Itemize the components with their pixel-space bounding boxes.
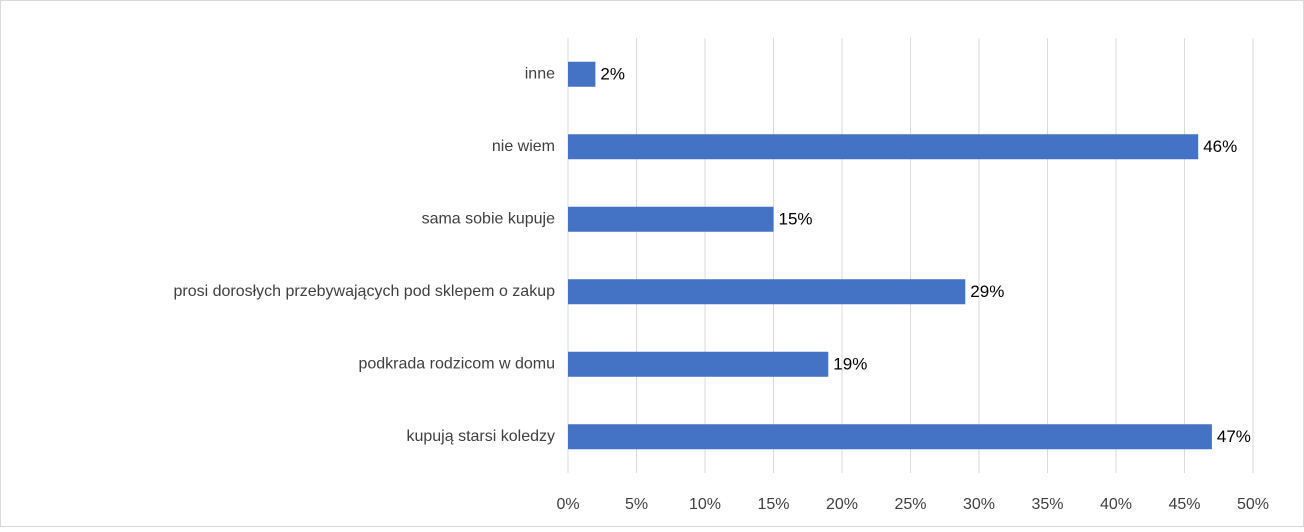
- x-tick-label: 45%: [1168, 496, 1200, 513]
- bar: [568, 134, 1199, 160]
- value-label: 29%: [970, 282, 1004, 301]
- bar: [568, 206, 774, 232]
- x-tick-label: 50%: [1237, 496, 1269, 513]
- y-tick-label: nie wiem: [492, 138, 555, 155]
- bar: [568, 279, 966, 305]
- y-tick-label: podkrada rodzicom w domu: [358, 355, 555, 372]
- value-label: 15%: [779, 210, 813, 229]
- value-label: 47%: [1217, 427, 1251, 446]
- y-tick-label: prosi dorosłych przebywających pod sklep…: [173, 283, 555, 300]
- y-tick-label: inne: [525, 65, 555, 82]
- x-tick-label: 15%: [757, 496, 789, 513]
- value-label: 19%: [833, 355, 867, 374]
- y-tick-label: kupują starsi koledzy: [406, 428, 555, 445]
- x-tick-label: 10%: [689, 496, 721, 513]
- value-label: 46%: [1203, 137, 1237, 156]
- x-tick-label: 5%: [625, 496, 648, 513]
- bar: [568, 61, 596, 87]
- x-tick-label: 25%: [894, 496, 926, 513]
- x-tick-label: 30%: [963, 496, 995, 513]
- x-tick-label: 40%: [1100, 496, 1132, 513]
- value-label: 2%: [600, 65, 625, 84]
- x-tick-label: 20%: [826, 496, 858, 513]
- bar: [568, 424, 1212, 450]
- x-tick-label: 0%: [556, 496, 579, 513]
- y-tick-label: sama sobie kupuje: [422, 210, 556, 227]
- x-tick-label: 35%: [1031, 496, 1063, 513]
- bar: [568, 351, 829, 377]
